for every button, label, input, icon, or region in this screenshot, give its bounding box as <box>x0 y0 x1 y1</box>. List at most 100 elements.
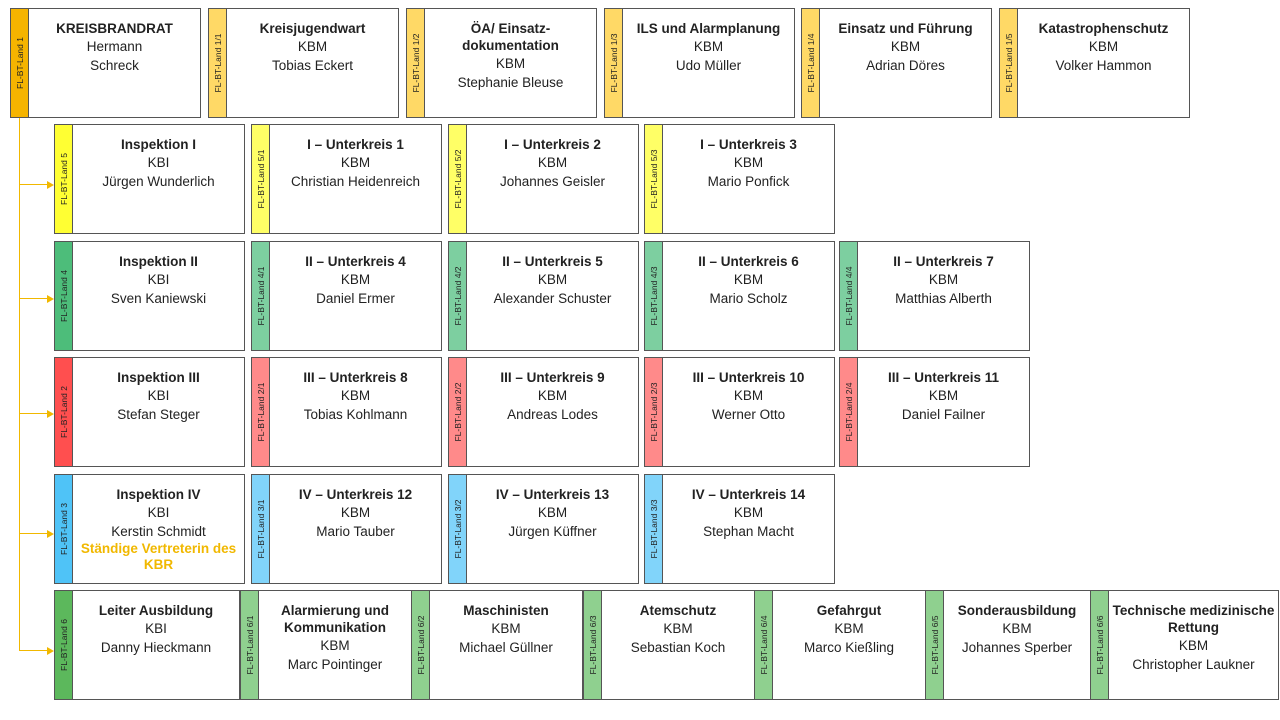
node-name: Schreck <box>90 58 139 73</box>
node-tag-label: FL-BT-Land 1/1 <box>212 33 223 93</box>
node-name: Mario Scholz <box>709 291 788 306</box>
org-node-n-1-4: FL-BT-Land 1/4 Einsatz und Führung KBM Adri… <box>801 8 992 118</box>
node-title: Einsatz und Führung <box>838 21 973 36</box>
node-name: Johannes Sperber <box>961 640 1073 655</box>
connector-branch <box>19 533 47 534</box>
node-content: II – Unterkreis 7 KBM Matthias Alberth <box>858 242 1029 350</box>
node-tag-label: FL-BT-Land 3/1 <box>255 499 266 559</box>
connector-branch <box>19 184 47 185</box>
org-node-n-3-1: FL-BT-Land 3/1 IV – Unterkreis 12 KBM Mario… <box>251 474 442 584</box>
node-title: IV – Unterkreis 12 <box>298 487 413 502</box>
node-rank: KBM <box>340 155 371 170</box>
node-tag-label: FL-BT-Land 6/5 <box>929 615 940 675</box>
node-tag-label: FL-BT-Land 1/3 <box>608 33 619 93</box>
node-content: II – Unterkreis 5 KBM Alexander Schuster <box>467 242 638 350</box>
node-rank: KBM <box>495 56 526 71</box>
org-node-n-2-2: FL-BT-Land 2/2 III – Unterkreis 9 KBM Andre… <box>448 357 639 467</box>
node-content: ILS und Alarmplanung KBM Udo Müller <box>623 9 794 117</box>
node-rank: KBM <box>663 621 693 636</box>
node-tag: FL-BT-Land 1/5 <box>1000 9 1018 117</box>
node-content: Gefahrgut KBM Marco Kießling <box>773 591 925 699</box>
org-node-n-6-2: FL-BT-Land 6/2 Maschinisten KBM Michael Gül… <box>411 590 583 700</box>
node-tag: FL-BT-Land 1/4 <box>802 9 820 117</box>
node-tag-label: FL-BT-Land 3 <box>58 503 69 555</box>
node-tag-label: FL-BT-Land 4/1 <box>255 266 266 326</box>
org-node-n-5-1: FL-BT-Land 5/1 I – Unterkreis 1 KBM Christi… <box>251 124 442 234</box>
node-rank: KBI <box>145 621 167 636</box>
node-name: Werner Otto <box>711 407 786 422</box>
node-name: Jürgen Küffner <box>508 524 597 539</box>
node-tag: FL-BT-Land 3/2 <box>449 475 467 583</box>
node-content: III – Unterkreis 9 KBM Andreas Lodes <box>467 358 638 466</box>
node-title: Atemschutz <box>639 603 717 618</box>
node-name: Christopher Laukner <box>1132 657 1255 672</box>
node-title: Sonderausbildung <box>957 603 1077 618</box>
node-tag-label: FL-BT-Land 3/2 <box>452 499 463 559</box>
node-tag: FL-BT-Land 1/3 <box>605 9 623 117</box>
node-rank: KBI <box>147 388 170 403</box>
node-title: ILS und Alarmplanung <box>636 21 781 36</box>
node-rank: KBM <box>928 272 959 287</box>
org-node-n-3: FL-BT-Land 3 Inspektion IV KBI Kerstin Schm… <box>54 474 245 584</box>
node-content: Inspektion II KBI Sven Kaniewski <box>73 242 244 350</box>
node-name: Adrian Döres <box>866 58 945 73</box>
node-tag-label: FL-BT-Land 6/1 <box>244 615 255 675</box>
node-rank: KBI <box>147 155 170 170</box>
node-rank: KBM <box>340 505 371 520</box>
node-name: Udo Müller <box>675 58 742 73</box>
node-title: II – Unterkreis 4 <box>305 254 406 269</box>
node-tag-label: FL-BT-Land 6/4 <box>758 615 769 675</box>
connector-arrow-icon <box>47 409 54 418</box>
node-tag-label: FL-BT-Land 6/6 <box>1094 615 1105 675</box>
node-content: III – Unterkreis 10 KBM Werner Otto <box>663 358 834 466</box>
org-node-n-1: FL-BT-Land 1 KREISBRANDRAT Hermann Schreck <box>10 8 201 118</box>
node-tag-label: FL-BT-Land 1/5 <box>1003 33 1014 93</box>
org-node-n-6-5: FL-BT-Land 6/5 Sonderausbildung KBM Johanne… <box>925 590 1091 700</box>
node-content: Sonderausbildung KBM Johannes Sperber <box>944 591 1090 699</box>
node-tag: FL-BT-Land 4 <box>55 242 73 350</box>
node-tag-label: FL-BT-Land 1/4 <box>805 33 816 93</box>
org-node-n-5: FL-BT-Land 5 Inspektion I KBI Jürgen Wunder… <box>54 124 245 234</box>
node-rank: KBM <box>834 621 864 636</box>
node-tag: FL-BT-Land 2/2 <box>449 358 467 466</box>
connector-arrow-icon <box>47 529 54 538</box>
org-node-n-2-1: FL-BT-Land 2/1 III – Unterkreis 8 KBM Tobia… <box>251 357 442 467</box>
node-tag: FL-BT-Land 6/3 <box>584 591 602 699</box>
node-rank: KBM <box>928 388 959 403</box>
node-name: Sven Kaniewski <box>110 291 207 306</box>
org-node-n-4-4: FL-BT-Land 4/4 II – Unterkreis 7 KBM Matthi… <box>839 241 1030 351</box>
node-name: Tobias Kohlmann <box>303 407 408 422</box>
node-title: Inspektion I <box>120 137 196 152</box>
node-name: Marco Kießling <box>803 640 895 655</box>
node-tag-label: FL-BT-Land 4/2 <box>452 266 463 326</box>
org-node-n-1-5: FL-BT-Land 1/5 Katastrophenschutz KBM Volke… <box>999 8 1190 118</box>
node-title: III – Unterkreis 9 <box>500 370 605 385</box>
node-rank: KBM <box>537 388 568 403</box>
node-name: Daniel Failner <box>901 407 986 422</box>
node-rank: KBM <box>693 39 724 54</box>
node-name: Volker Hammon <box>1055 58 1152 73</box>
node-tag: FL-BT-Land 4/4 <box>840 242 858 350</box>
org-node-n-6: FL-BT-Land 6 Leiter Ausbildung KBI Danny Hi… <box>54 590 240 700</box>
node-tag-label: FL-BT-Land 6/3 <box>587 615 598 675</box>
node-content: Maschinisten KBM Michael Güllner <box>430 591 582 699</box>
node-content: Alarmierung und Kommunikation KBM Marc Poi… <box>259 591 411 699</box>
node-content: Atemschutz KBM Sebastian Koch <box>602 591 754 699</box>
node-title: IV – Unterkreis 14 <box>691 487 806 502</box>
node-tag: FL-BT-Land 3 <box>55 475 73 583</box>
node-content: III – Unterkreis 11 KBM Daniel Failner <box>858 358 1029 466</box>
node-title: Inspektion IV <box>116 487 201 502</box>
org-node-n-6-3: FL-BT-Land 6/3 Atemschutz KBM Sebastian Koc… <box>583 590 755 700</box>
connector-branch <box>19 413 47 414</box>
node-tag: FL-BT-Land 6/6 <box>1091 591 1109 699</box>
org-node-n-1-1: FL-BT-Land 1/1 Kreisjugendwart KBM Tobias E… <box>208 8 399 118</box>
node-name: Andreas Lodes <box>507 407 598 422</box>
connector-arrow-icon <box>47 646 54 655</box>
node-tag: FL-BT-Land 6/1 <box>241 591 259 699</box>
node-tag: FL-BT-Land 5/3 <box>645 125 663 233</box>
node-rank: KBM <box>733 155 764 170</box>
connector-arrow-icon <box>47 180 54 189</box>
node-name: Stephanie Bleuse <box>457 75 564 90</box>
org-node-n-2: FL-BT-Land 2 Inspektion III KBI Stefan Steg… <box>54 357 245 467</box>
node-content: I – Unterkreis 1 KBM Christian Heidenreich <box>270 125 441 233</box>
